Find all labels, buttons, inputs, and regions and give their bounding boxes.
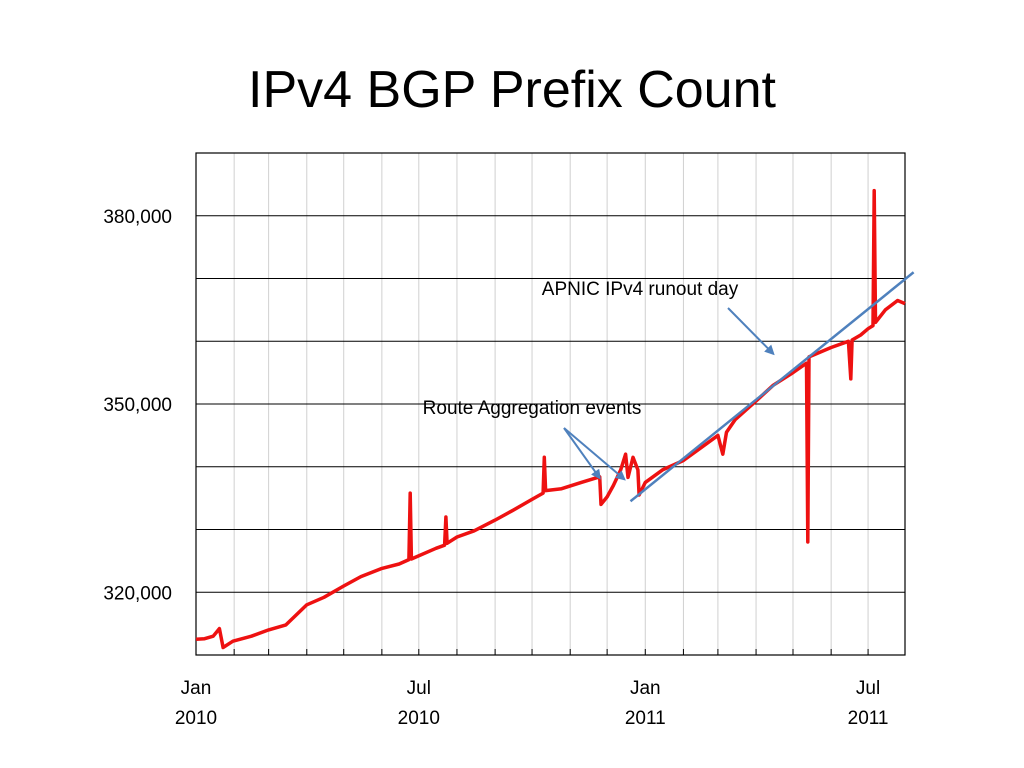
y-tick-label: 350,000 [103, 395, 172, 416]
grid [195, 153, 905, 655]
annotations: APNIC IPv4 runout day Route Aggregation e… [423, 271, 915, 503]
y-tick-label: 380,000 [103, 207, 172, 228]
series-line-prefix-count [195, 188, 906, 650]
trend-line [629, 271, 915, 503]
series-layer [195, 188, 906, 650]
plot-frame [195, 152, 906, 656]
x-tick-label-month: Jan [630, 678, 661, 699]
annotation-arrow [563, 427, 626, 481]
annotation-arrow [563, 427, 601, 480]
annotation-label: Route Aggregation events [423, 398, 642, 419]
x-tick-label-month: Jul [407, 678, 431, 699]
x-tick-label-year: 2011 [625, 708, 666, 729]
annotation-arrow [727, 307, 775, 356]
x-tick-label-month: Jan [181, 678, 212, 699]
x-tick-label-year: 2010 [398, 708, 440, 729]
x-tick-label-year: 2010 [175, 708, 217, 729]
axes: 320,000 350,000 380,000 Jan 2010 Jul 2010 Jan 20… [103, 152, 906, 729]
annotation-label: APNIC IPv4 runout day [542, 279, 739, 300]
x-tick-label-year: 2011 [848, 708, 889, 729]
x-tick-label-month: Jul [856, 678, 880, 699]
slide-title: IPv4 BGP Prefix Count [248, 61, 776, 119]
y-tick-label: 320,000 [103, 583, 172, 604]
